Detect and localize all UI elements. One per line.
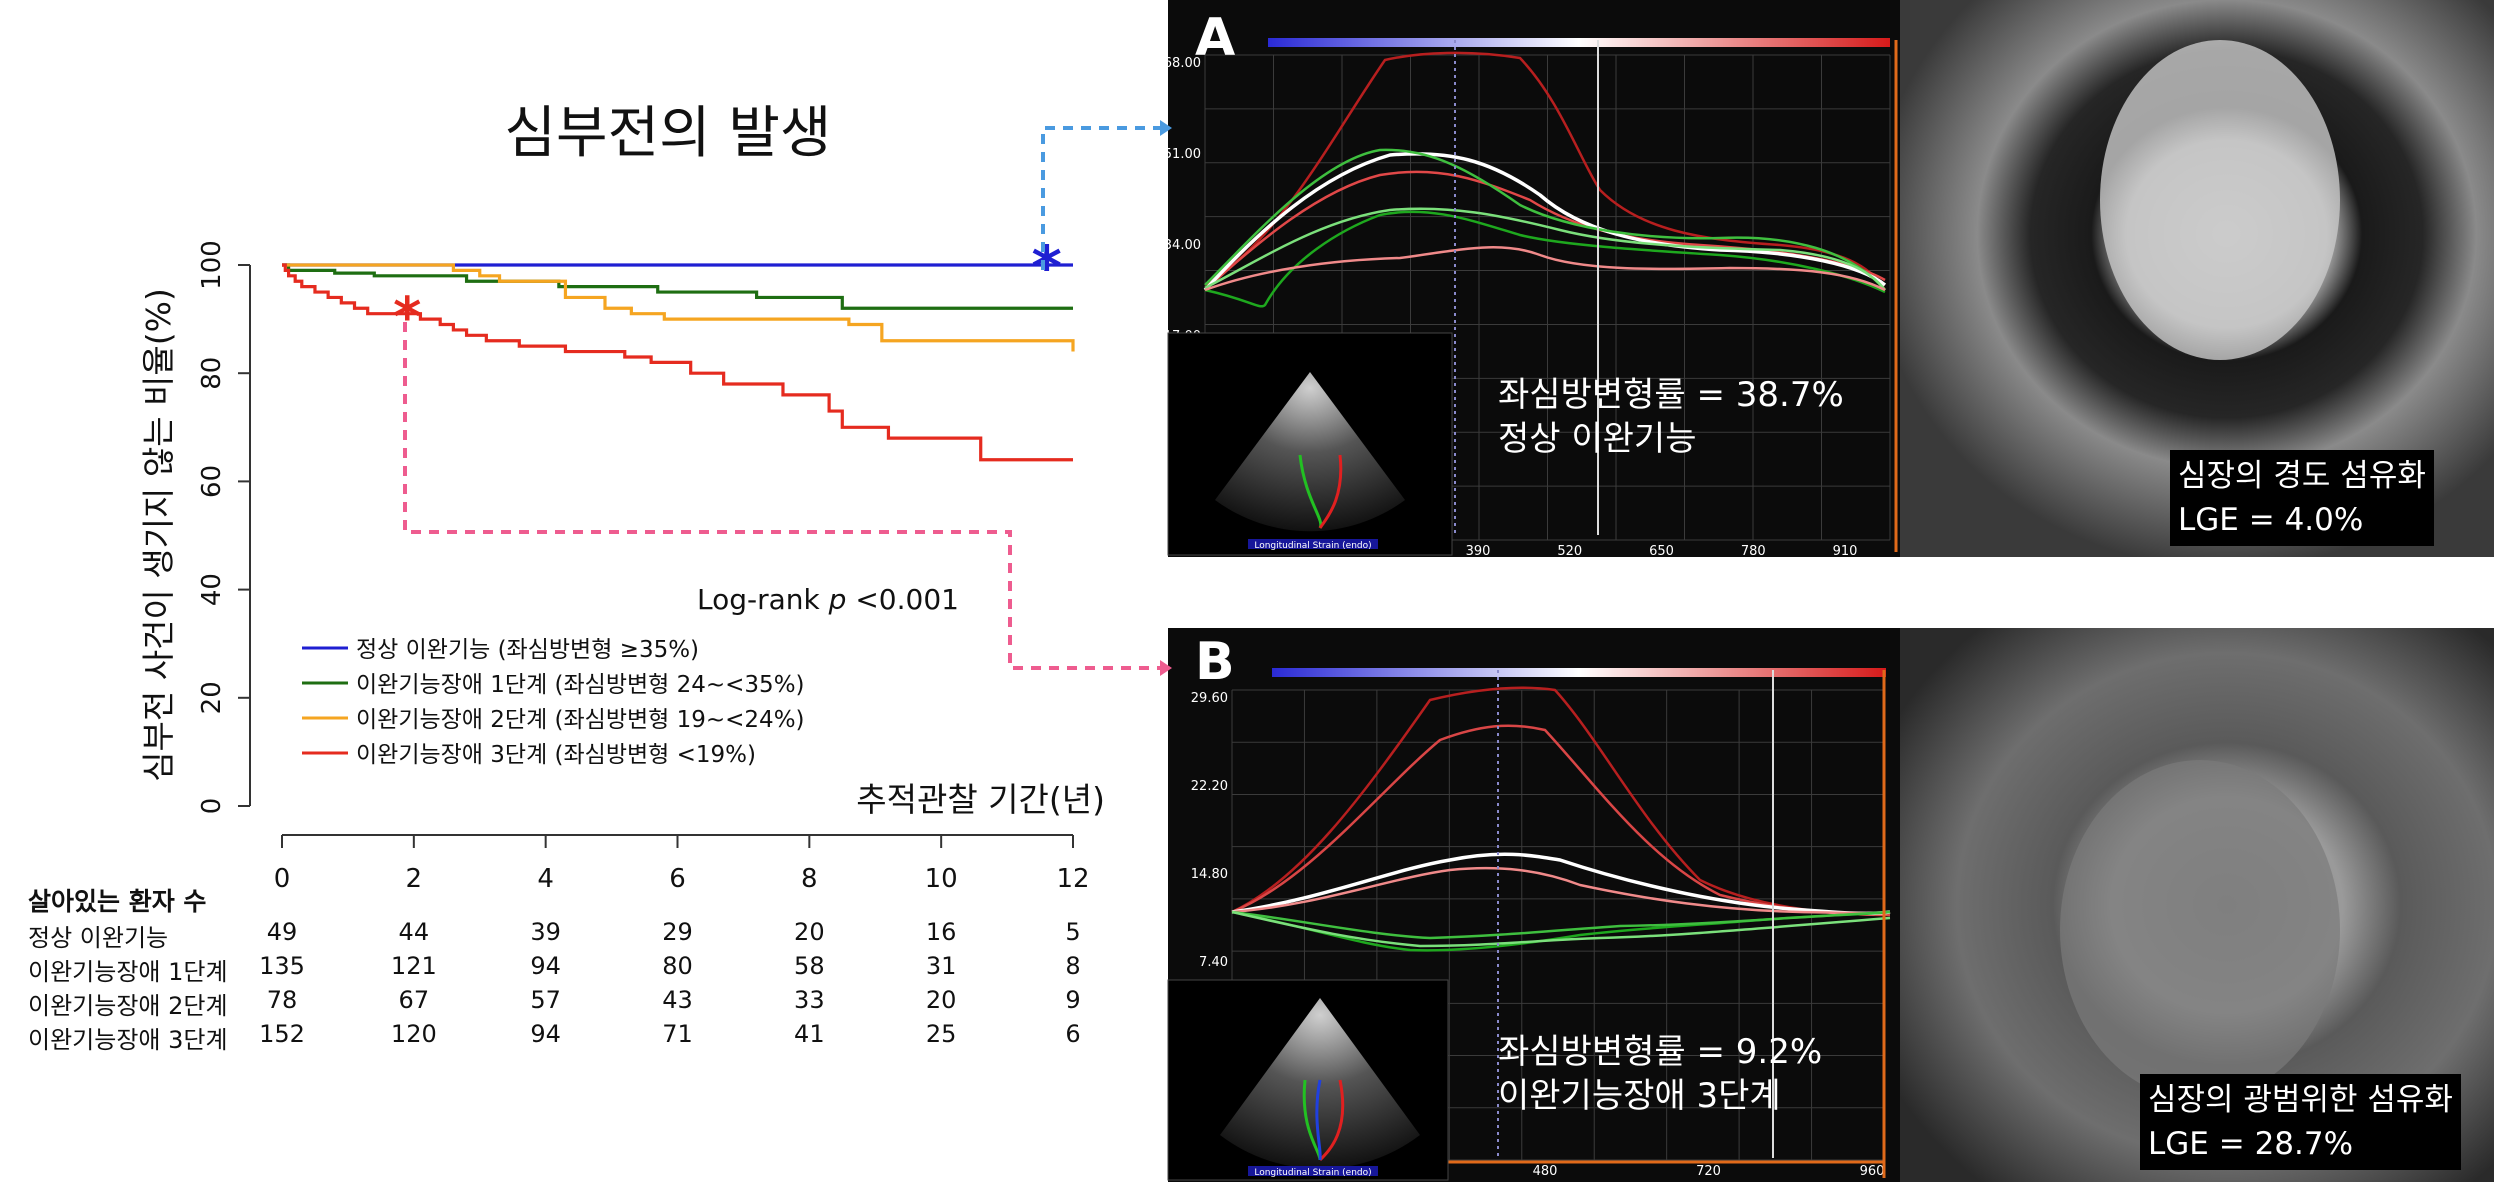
strain-x-tick: 960 <box>1860 1164 1885 1179</box>
panel-b-strain-label: Longitudinal Strain (endo) <box>1254 1168 1371 1178</box>
panel-a-caption: 심장의 경도 섬유화 LGE = 4.0% <box>2170 450 2434 546</box>
panel-a-strain-label-box <box>1248 539 1378 549</box>
logrank-p: p <box>828 583 847 616</box>
red-asterisk-marker: * <box>393 286 421 349</box>
strain-x-tick: 480 <box>1533 1164 1558 1179</box>
chart-title: 심부전의 발생 <box>505 101 832 166</box>
x-tick-label-12: 12 <box>1056 864 1089 894</box>
pink-connector-line <box>403 322 1160 670</box>
panel-a-strain-text-line2: 정상 이완기능 <box>1498 419 1697 459</box>
panel-b-colorbar <box>1272 668 1886 677</box>
panel-b-caption-line2: LGE = 28.7% <box>2148 1126 2354 1162</box>
panel-a-strain-curves <box>1203 51 1887 308</box>
panel-b-caption-line1: 심장의 광범위한 섬유화 <box>2148 1082 2453 1118</box>
logrank-annotation: Log-rank p <0.001 <box>697 583 959 616</box>
panel-a-strain-text: 좌심방변형률 = 38.7% 정상 이완기능 <box>1498 373 1844 461</box>
legend-label-4: 이완기능장애 3단계 (좌심방변형 <19%) <box>356 742 756 768</box>
logrank-value: <0.001 <box>846 583 959 616</box>
blue-connector-arrowhead <box>1160 120 1172 136</box>
strain-y-tick: 68.00 <box>1164 56 1201 71</box>
y-tick-label-40: 40 <box>197 573 227 606</box>
connector-arrows <box>403 120 1172 676</box>
logrank-label: Log-rank <box>697 583 829 616</box>
y-tick-label-0: 0 <box>197 798 227 815</box>
strain-x-tick: 780 <box>1741 544 1766 559</box>
x-tick-label-8: 8 <box>801 864 818 894</box>
km-chart: 심부전의 발생 0 20 40 60 80 100 0 2 4 6 8 10 12 심부전 사건이 생기지 … <box>139 101 1105 894</box>
blue-connector-line <box>1041 126 1160 270</box>
x-tick-label-0: 0 <box>274 864 291 894</box>
panel-a-strain-label: Longitudinal Strain (endo) <box>1254 541 1371 551</box>
legend-label-1: 정상 이완기능 (좌심방변형 ≥35%) <box>356 637 699 663</box>
strain-x-tick: 520 <box>1557 544 1582 559</box>
legend-label-2: 이완기능장애 1단계 (좌심방변형 24~<35%) <box>356 672 805 698</box>
x-tick-label-10: 10 <box>925 864 958 894</box>
panel-b-strain-text-line1: 좌심방변형률 = 9.2% <box>1498 1032 1823 1072</box>
panel-a-caption-line2: LGE = 4.0% <box>2178 502 2364 538</box>
km-series-lines <box>282 263 1075 462</box>
strain-y-tick: 14.80 <box>1191 867 1228 882</box>
series-line-3 <box>282 263 1075 352</box>
y-tick-label-60: 60 <box>197 465 227 498</box>
blue-asterisk-marker: * <box>1031 233 1061 301</box>
panel-b-strain-text-line2: 이완기능장애 3단계 <box>1498 1076 1781 1116</box>
strain-x-tick: 910 <box>1833 544 1858 559</box>
panel-b-caption: 심장의 광범위한 섬유화 LGE = 28.7% <box>2140 1074 2461 1170</box>
legend-label-3: 이완기능장애 2단계 (좌심방변형 19~<24%) <box>356 707 805 733</box>
strain-y-tick: 29.60 <box>1191 691 1228 706</box>
panel-a-colorbar <box>1268 38 1890 47</box>
pink-connector-arrowhead <box>1160 660 1172 676</box>
strain-x-tick: 720 <box>1696 1164 1721 1179</box>
x-tick-label-6: 6 <box>669 864 686 894</box>
strain-y-tick: 7.40 <box>1199 955 1228 970</box>
x-axis-label: 추적관찰 기간(년) <box>856 780 1105 819</box>
panel-a-caption-line1: 심장의 경도 섬유화 <box>2178 458 2426 494</box>
strain-y-tick: 51.00 <box>1164 147 1201 162</box>
panel-b-strain-text: 좌심방변형률 = 9.2% 이완기능장애 3단계 <box>1498 1030 1822 1118</box>
strain-y-tick: 22.20 <box>1191 779 1228 794</box>
strain-x-tick: 390 <box>1466 544 1491 559</box>
panel-a-strain-text-line1: 좌심방변형률 = 38.7% <box>1498 375 1844 415</box>
panel-a: 68.0051.0034.0017.000.00-17.003905206507… <box>1159 0 2494 559</box>
x-tick-label-4: 4 <box>537 864 554 894</box>
strain-y-tick: 34.00 <box>1164 238 1201 253</box>
panel-b-strain-curves <box>1231 686 1891 952</box>
panel-b-letter: B <box>1195 632 1235 692</box>
series-line-4 <box>282 263 1073 462</box>
x-tick-label-2: 2 <box>406 864 423 894</box>
panel-a-letter: A <box>1195 8 1236 68</box>
strain-x-tick: 650 <box>1649 544 1674 559</box>
panel-a-echo-fan <box>1215 372 1405 532</box>
y-tick-label-100: 100 <box>197 240 227 290</box>
y-axis-label: 심부전 사건이 생기지 않는 비율(%) <box>139 288 178 782</box>
panel-b-strain-label-box <box>1248 1166 1378 1176</box>
y-tick-label-20: 20 <box>197 681 227 714</box>
y-tick-label-80: 80 <box>197 357 227 390</box>
